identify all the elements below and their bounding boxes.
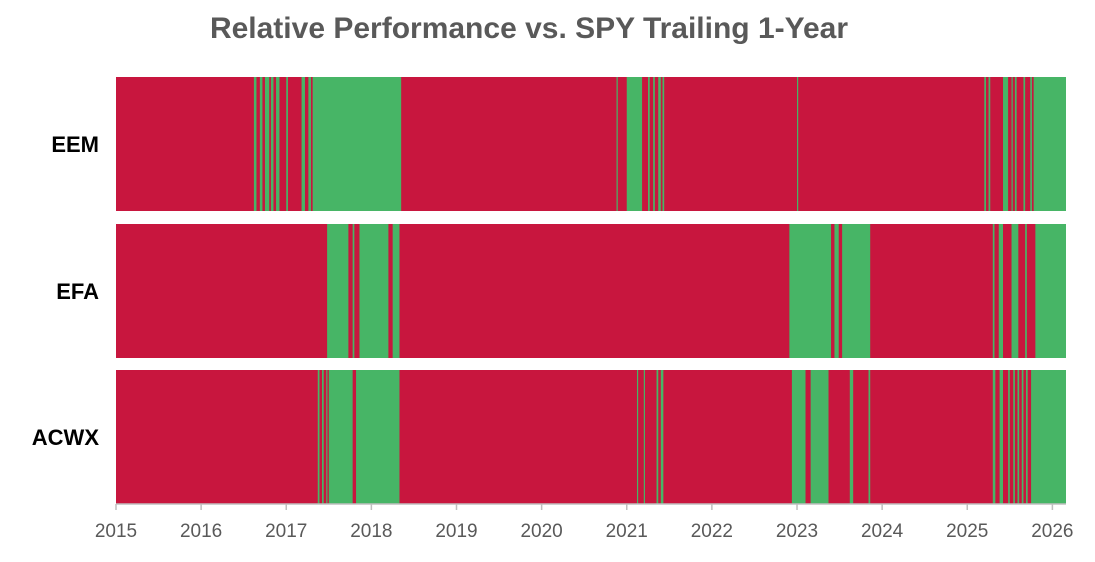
x-tick-label: 2021 <box>606 521 648 542</box>
outperform-segment <box>1031 370 1066 504</box>
outperform-segment <box>810 370 829 504</box>
x-tick-label: 2015 <box>95 521 137 542</box>
outperform-segment <box>662 77 665 211</box>
row-label: EFA <box>56 279 99 304</box>
outperform-segment <box>1025 224 1027 358</box>
outperform-segment <box>1011 77 1013 211</box>
outperform-segment <box>352 224 355 358</box>
outperform-segment <box>789 224 832 358</box>
x-tick-label: 2026 <box>1031 521 1073 542</box>
outperform-segment <box>1021 370 1024 504</box>
outperform-segment <box>1033 77 1066 211</box>
x-tick-label: 2018 <box>350 521 392 542</box>
outperform-segment <box>259 77 263 211</box>
outperform-segment <box>317 370 320 504</box>
outperform-segment <box>842 224 871 358</box>
outperform-segment <box>658 77 661 211</box>
underperform-band <box>116 224 1066 358</box>
outperform-segment <box>999 370 1004 504</box>
outperform-segment <box>643 370 645 504</box>
outperform-segment <box>322 370 324 504</box>
outperform-segment <box>327 224 349 358</box>
outperform-segment <box>988 77 991 211</box>
outperform-segment <box>270 77 274 211</box>
outperform-segment <box>1035 224 1066 358</box>
outperform-segment <box>1011 224 1019 358</box>
outperform-segment <box>264 77 270 211</box>
outperform-segment <box>998 224 1004 358</box>
outperform-segment <box>834 224 839 358</box>
x-tick-label: 2024 <box>861 521 904 542</box>
row-label: ACWX <box>32 425 100 450</box>
outperform-segment <box>392 224 400 358</box>
outperform-segment <box>1025 370 1028 504</box>
chart-title: Relative Performance vs. SPY Trailing 1-… <box>210 12 848 45</box>
outperform-segment <box>797 77 799 211</box>
outperform-segment <box>648 77 650 211</box>
outperform-segment <box>1017 370 1020 504</box>
row-efa: EFA <box>56 224 1066 358</box>
outperform-segment <box>326 370 328 504</box>
outperform-segment <box>992 370 996 504</box>
outperform-segment <box>308 77 311 211</box>
x-tick-label: 2017 <box>265 521 307 542</box>
outperform-segment <box>992 224 995 358</box>
underperform-band <box>116 77 1066 211</box>
outperform-segment <box>849 370 854 504</box>
outperform-segment <box>653 77 655 211</box>
outperform-segment <box>1030 77 1032 211</box>
x-tick-label: 2022 <box>691 521 733 542</box>
outperform-segment <box>636 370 639 504</box>
outperform-segment <box>1003 77 1009 211</box>
row-label: EEM <box>51 132 99 157</box>
outperform-segment <box>328 370 353 504</box>
outperform-segment <box>1008 370 1010 504</box>
x-axis: 2015 2016 2017 2018 2019 2020 2021 2022 2023 2024… <box>95 504 1074 542</box>
x-tick-label: 2016 <box>180 521 222 542</box>
row-eem: EEM <box>51 77 1066 211</box>
row-acwx: ACWX <box>32 370 1066 504</box>
underperform-band <box>116 370 1066 504</box>
outperform-segment <box>868 370 871 504</box>
x-tick-label: 2023 <box>776 521 818 542</box>
outperform-segment <box>1014 77 1017 211</box>
outperform-segment <box>356 370 400 504</box>
outperform-segment <box>1013 370 1015 504</box>
x-tick-label: 2019 <box>435 521 477 542</box>
outperform-segment <box>253 77 257 211</box>
outperform-segment <box>656 370 659 504</box>
x-tick-label: 2020 <box>520 521 562 542</box>
chart-rows: EEM EFA ACWX <box>32 77 1066 504</box>
outperform-segment <box>626 77 643 211</box>
x-tick-label: 2025 <box>946 521 988 542</box>
outperform-segment <box>984 77 986 211</box>
outperform-segment <box>301 77 305 211</box>
outperform-segment <box>791 370 806 504</box>
outperform-segment <box>286 77 288 211</box>
outperform-segment <box>616 77 618 211</box>
outperform-segment <box>660 370 664 504</box>
outperform-segment <box>1023 77 1026 211</box>
outperform-segment <box>359 224 389 358</box>
outperform-segment <box>276 77 280 211</box>
outperform-segment <box>312 77 402 211</box>
